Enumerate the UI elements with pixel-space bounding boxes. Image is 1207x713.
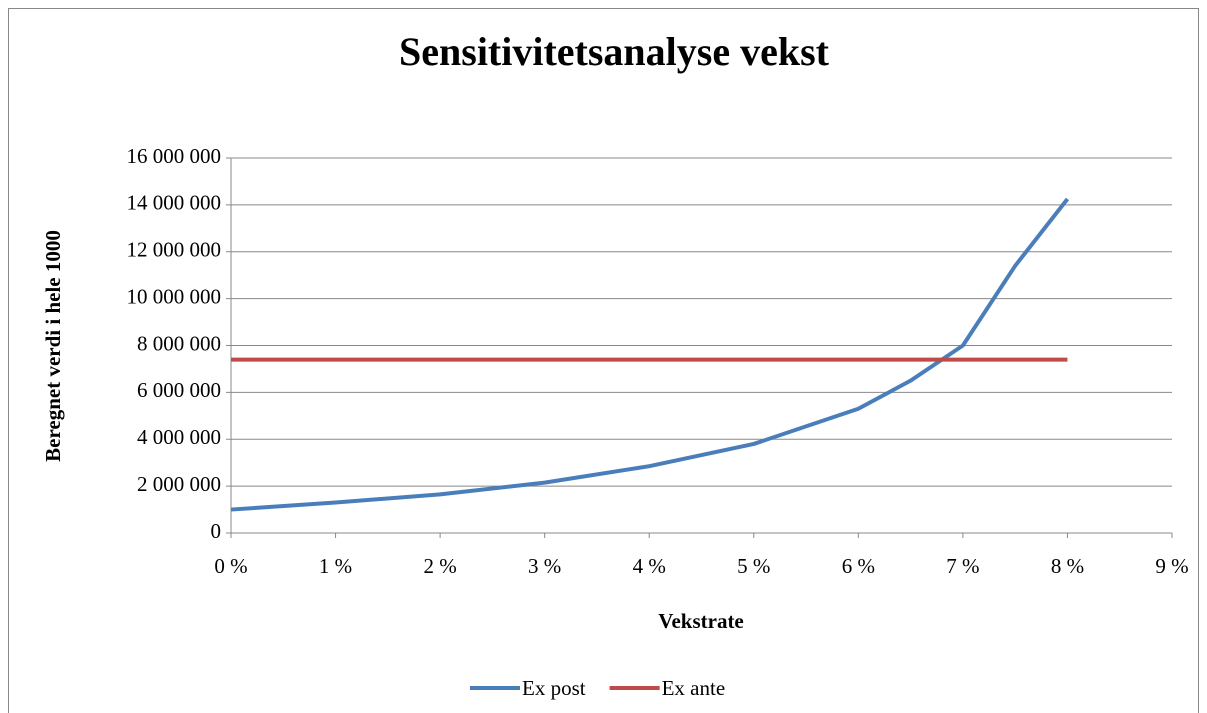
y-tick-label: 6 000 000 xyxy=(137,378,221,402)
x-tick-label: 4 % xyxy=(633,554,666,578)
y-tick-label: 16 000 000 xyxy=(127,144,222,168)
legend-label: Ex post xyxy=(522,676,586,700)
chart-title: Sensitivitetsanalyse vekst xyxy=(399,29,830,74)
y-tick-label: 2 000 000 xyxy=(137,472,221,496)
y-tick-label: 12 000 000 xyxy=(127,238,222,262)
x-tick-label: 0 % xyxy=(214,554,247,578)
x-tick-label: 1 % xyxy=(319,554,352,578)
y-tick-label: 14 000 000 xyxy=(127,191,222,215)
x-tick-label: 7 % xyxy=(946,554,979,578)
x-tick-label: 5 % xyxy=(737,554,770,578)
y-tick-label: 10 000 000 xyxy=(127,284,222,308)
y-tick-label: 0 xyxy=(211,519,222,543)
x-tick-label: 8 % xyxy=(1051,554,1084,578)
y-axis-label: Beregnet verdi i hele 1000 xyxy=(41,230,65,462)
x-tick-label: 2 % xyxy=(423,554,456,578)
x-tick-label: 6 % xyxy=(842,554,875,578)
y-tick-label: 4 000 000 xyxy=(137,425,221,449)
legend-label: Ex ante xyxy=(662,676,726,700)
x-tick-label: 3 % xyxy=(528,554,561,578)
series-line xyxy=(230,197,1070,512)
x-axis-label: Vekstrate xyxy=(658,609,744,633)
x-tick-label: 9 % xyxy=(1155,554,1188,578)
y-tick-label: 8 000 000 xyxy=(137,331,221,355)
